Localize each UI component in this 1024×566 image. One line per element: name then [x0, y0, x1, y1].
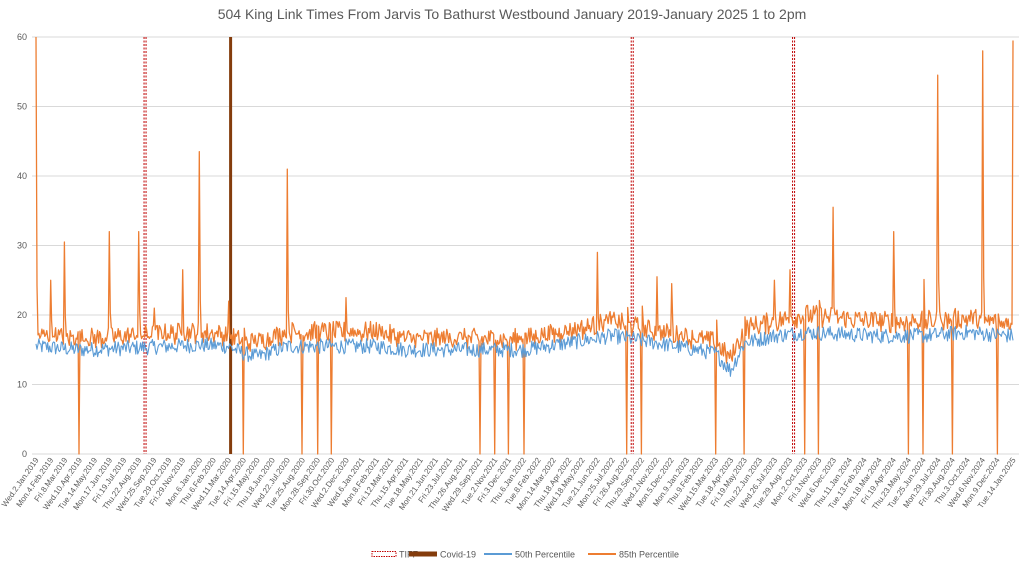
y-tick-label: 30 — [17, 241, 27, 251]
event-markers — [143, 37, 796, 454]
y-tick-label: 0 — [22, 449, 27, 459]
series-line-50th-percentile — [35, 324, 1014, 377]
legend-item-85th-percentile: 85th Percentile — [588, 550, 679, 560]
legend-item-50th-percentile: 50th Percentile — [484, 550, 575, 560]
legend: TIFF Covid-19 50th Percentile 85th Percenti… — [371, 550, 679, 560]
legend-swatch-tiff — [371, 551, 397, 557]
y-tick-label: 50 — [17, 102, 27, 112]
x-axis-ticks: Wed.2.Jan.2019Mon.4.Feb.2019Fri.8.Mar.20… — [0, 456, 1018, 514]
y-tick-label: 20 — [17, 310, 27, 320]
y-tick-label: 60 — [17, 32, 27, 42]
legend-swatch-covid — [409, 551, 437, 557]
y-tick-label: 10 — [17, 380, 27, 390]
legend-label: TIFF — [399, 550, 418, 560]
legend-item-tiff: TIFF — [371, 550, 418, 560]
series-lines — [35, 36, 1014, 455]
chart-title: 504 King Link Times From Jarvis To Bathu… — [218, 6, 807, 22]
y-tick-label: 40 — [17, 171, 27, 181]
gridlines — [32, 36, 1019, 455]
legend-label: Covid-19 — [440, 550, 476, 560]
y-axis-ticks: 0 10 20 30 40 50 60 — [17, 32, 27, 459]
legend-label: 50th Percentile — [515, 550, 575, 560]
series-line-85th-percentile — [35, 36, 1014, 455]
legend-label: 85th Percentile — [619, 550, 679, 560]
legend-item-covid-19: Covid-19 — [409, 550, 476, 560]
